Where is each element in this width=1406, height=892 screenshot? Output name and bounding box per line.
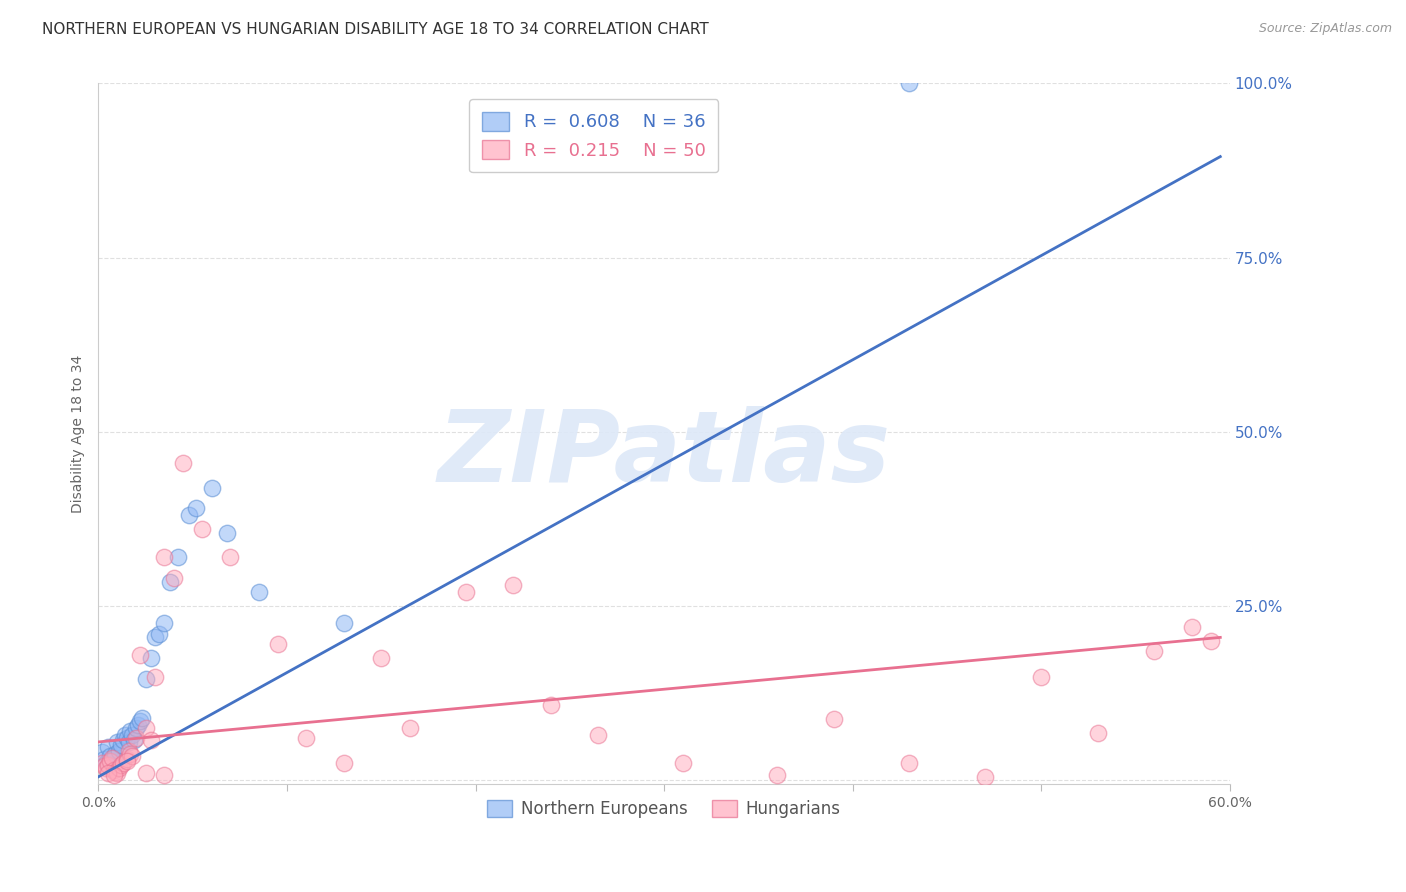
Point [247,585,270,599]
Point [398,721,420,735]
Point [114,728,136,742]
Point [125,721,148,735]
Point [122,732,145,747]
Text: Source: ZipAtlas.com: Source: ZipAtlas.com [1258,22,1392,36]
Point [153,767,176,781]
Point [117,735,139,749]
Point [108,744,131,758]
Point [97,766,120,780]
Point [143,631,166,645]
Point [108,761,131,775]
Point [163,571,186,585]
Point [172,456,194,470]
Point [672,756,695,770]
Point [586,728,609,742]
Text: NORTHERN EUROPEAN VS HUNGARIAN DISABILITY AGE 18 TO 34 CORRELATION CHART: NORTHERN EUROPEAN VS HUNGARIAN DISABILIT… [42,22,709,37]
Point [94,761,117,775]
Point [120,724,142,739]
Point [121,748,143,763]
Point [186,501,208,516]
Point [141,651,163,665]
Point [153,616,176,631]
Point [332,756,354,770]
Point [135,721,157,735]
Point [502,578,524,592]
Point [219,550,242,565]
Point [98,748,121,763]
Point [103,767,125,781]
Point [129,714,152,728]
Point [135,766,157,780]
Point [166,550,188,565]
Point [135,672,157,686]
Point [1181,620,1204,634]
Point [1087,726,1109,740]
Point [266,637,288,651]
Text: ZIPatlas: ZIPatlas [437,406,890,503]
Point [100,754,122,768]
Point [456,585,478,599]
Point [177,508,200,523]
Point [115,754,138,768]
Point [973,770,995,784]
Point [159,574,181,589]
Point [148,627,170,641]
Point [111,732,134,747]
Point [111,756,134,770]
Point [215,525,238,540]
Point [125,731,148,746]
Point [94,756,117,770]
Point [117,744,139,758]
Point [141,732,163,747]
Point [105,766,128,780]
Point [103,751,125,765]
Point [823,712,845,726]
Y-axis label: Disability Age 18 to 34: Disability Age 18 to 34 [72,354,86,513]
Point [131,710,153,724]
Point [1031,670,1053,684]
Point [153,550,176,565]
Point [91,745,114,759]
Point [105,735,128,749]
Point [97,739,120,754]
Legend: Northern Europeans, Hungarians: Northern Europeans, Hungarians [481,793,848,824]
Point [100,751,122,765]
Point [104,764,127,779]
Point [1199,633,1222,648]
Point [766,767,789,781]
Point [121,728,143,742]
Point [129,648,152,662]
Point [115,752,138,766]
Point [93,759,115,773]
Point [898,77,921,91]
Point [120,747,142,761]
Point [295,731,318,746]
Point [143,670,166,684]
Point [370,651,392,665]
Point [1143,644,1166,658]
Point [93,752,115,766]
Point [98,754,121,768]
Point [332,616,354,631]
Point [110,739,132,753]
Point [97,758,120,772]
Point [191,522,214,536]
Point [127,717,149,731]
Point [115,731,138,746]
Point [91,756,114,770]
Point [540,698,562,712]
Point [898,756,921,770]
Point [200,481,222,495]
Point [103,763,125,777]
Point [110,758,132,772]
Point [104,747,127,761]
